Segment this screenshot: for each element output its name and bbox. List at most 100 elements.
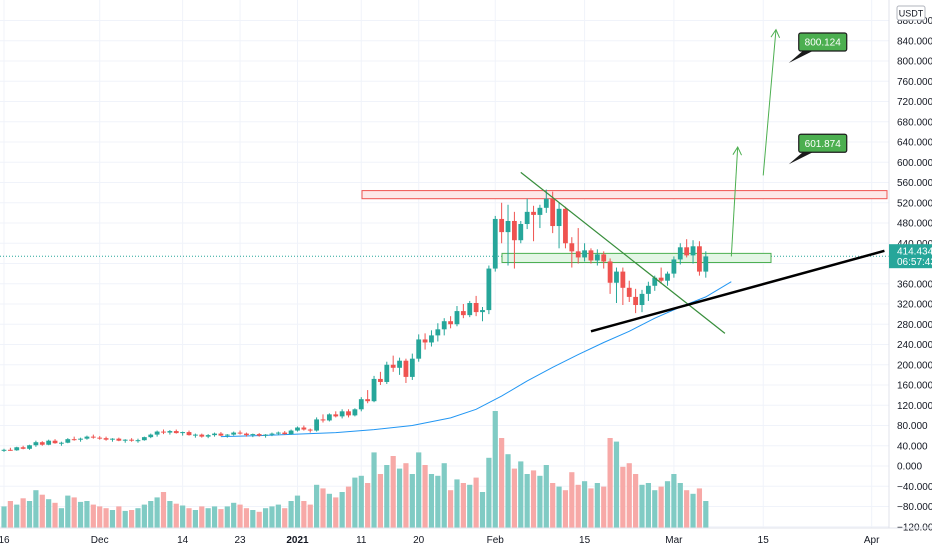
candle-body[interactable] (7, 449, 13, 451)
candle-body[interactable] (20, 447, 26, 449)
candle-body[interactable] (677, 247, 683, 260)
candle-body[interactable] (193, 434, 198, 436)
candle-body[interactable] (601, 254, 607, 262)
candle-body[interactable] (652, 277, 658, 286)
candle-body[interactable] (116, 438, 122, 441)
descending-trendline[interactable] (520, 171, 726, 334)
candle-body[interactable] (148, 434, 154, 438)
candle-body[interactable] (59, 442, 64, 444)
candle-body[interactable] (607, 261, 613, 283)
candle-body[interactable] (212, 433, 217, 436)
candle-body[interactable] (339, 411, 345, 417)
candle-body[interactable] (556, 208, 562, 227)
candle-body[interactable] (218, 433, 224, 436)
candle-body[interactable] (307, 429, 313, 431)
currency-badge[interactable]: USDT (896, 5, 926, 21)
candle-body[interactable] (620, 271, 626, 288)
candle-body[interactable] (224, 434, 230, 436)
candle-body[interactable] (237, 432, 243, 434)
candle-body[interactable] (135, 440, 141, 442)
candle-body[interactable] (378, 378, 383, 382)
drawings[interactable]: 601.874 800.124 (520, 28, 885, 334)
candle-body[interactable] (397, 360, 402, 368)
candle-body[interactable] (665, 273, 670, 281)
candle-body[interactable] (141, 437, 147, 441)
candle-body[interactable] (524, 211, 530, 225)
candle-body[interactable] (480, 310, 485, 313)
candle-body[interactable] (358, 399, 364, 410)
candle-body[interactable] (588, 250, 594, 261)
candle-body[interactable] (563, 208, 568, 244)
target-callout-800[interactable]: 800.124 (788, 32, 848, 63)
candle-body[interactable] (435, 329, 441, 336)
candle-body[interactable] (594, 254, 600, 261)
candle-body[interactable] (173, 431, 179, 434)
candle-body[interactable] (499, 218, 505, 233)
candle-body[interactable] (416, 339, 422, 359)
candle-body[interactable] (314, 419, 320, 431)
support-zone[interactable] (501, 252, 772, 263)
candle-body[interactable] (543, 198, 549, 208)
candle-body[interactable] (71, 439, 77, 441)
target-arrow-1[interactable] (730, 147, 739, 257)
candle-body[interactable] (27, 445, 32, 449)
candle-body[interactable] (626, 287, 632, 297)
resistance-zone[interactable] (361, 190, 888, 200)
candle-body[interactable] (454, 311, 460, 325)
candle-body[interactable] (569, 243, 575, 252)
target-arrow-2[interactable] (762, 29, 777, 176)
candle-body[interactable] (103, 438, 109, 440)
candle-body[interactable] (531, 211, 536, 215)
candle-body[interactable] (129, 439, 134, 441)
candle-body[interactable] (122, 439, 128, 441)
candle-body[interactable] (697, 246, 702, 272)
candle-body[interactable] (518, 224, 524, 241)
candle-body[interactable] (231, 432, 237, 435)
zones[interactable] (361, 190, 888, 263)
candle-body[interactable] (582, 250, 587, 258)
candle-body[interactable] (154, 431, 160, 435)
candle-body[interactable] (429, 335, 434, 343)
price-axis[interactable]: −120.000−80.000−40.0000.00040.00080.0001… (888, 0, 932, 550)
candle-body[interactable] (352, 409, 358, 416)
candle-body[interactable] (371, 378, 377, 402)
candle-body[interactable] (65, 439, 71, 443)
candle-body[interactable] (269, 433, 275, 435)
candle-body[interactable] (365, 399, 371, 402)
candle-body[interactable] (97, 437, 103, 439)
candle-body[interactable] (658, 277, 664, 281)
candlesticks[interactable] (1, 189, 709, 452)
candle-body[interactable] (180, 432, 186, 434)
candle-body[interactable] (46, 440, 52, 445)
candle-body[interactable] (460, 311, 466, 316)
candle-body[interactable] (78, 438, 83, 440)
candle-body[interactable] (244, 433, 249, 436)
candle-body[interactable] (14, 447, 20, 451)
candle-body[interactable] (161, 431, 166, 433)
candle-body[interactable] (384, 364, 390, 382)
candle-body[interactable] (575, 251, 581, 258)
candle-body[interactable] (512, 220, 517, 241)
candle-body[interactable] (645, 285, 651, 294)
candle-body[interactable] (282, 432, 288, 435)
candle-body[interactable] (422, 339, 428, 343)
candle-body[interactable] (333, 414, 339, 417)
candle-body[interactable] (639, 293, 645, 306)
target-callout-601[interactable]: 601.874 (788, 133, 848, 165)
candle-body[interactable] (550, 198, 556, 227)
candle-body[interactable] (39, 442, 45, 445)
candle-body[interactable] (110, 438, 115, 440)
candle-body[interactable] (33, 442, 39, 446)
candle-body[interactable] (486, 268, 492, 311)
candle-body[interactable] (409, 358, 415, 377)
candle-body[interactable] (52, 440, 58, 444)
candle-body[interactable] (441, 321, 447, 330)
candle-body[interactable] (403, 360, 409, 377)
candle-body[interactable] (205, 435, 211, 437)
candle-body[interactable] (186, 432, 192, 436)
candle-body[interactable] (301, 427, 307, 430)
candle-body[interactable] (167, 431, 173, 433)
candle-body[interactable] (326, 414, 332, 421)
